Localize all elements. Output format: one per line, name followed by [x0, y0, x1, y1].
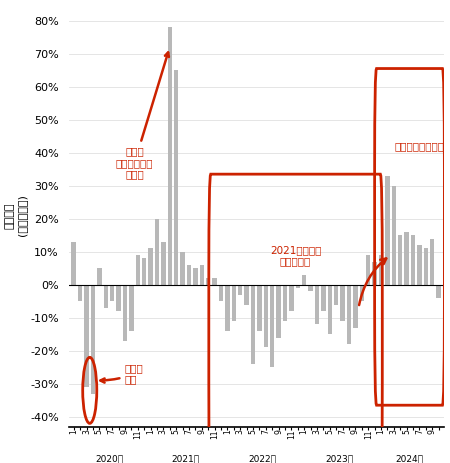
Bar: [206, 278, 211, 285]
Bar: [148, 249, 153, 285]
Bar: [353, 285, 358, 328]
Bar: [129, 285, 134, 331]
Bar: [257, 285, 261, 331]
Bar: [199, 265, 204, 285]
Bar: [340, 285, 345, 321]
Bar: [104, 285, 108, 308]
Text: 第一波
（前年同月）
の反動: 第一波 （前年同月） の反動: [116, 52, 169, 179]
Bar: [360, 285, 364, 301]
Bar: [193, 268, 198, 285]
Bar: [430, 238, 434, 285]
Bar: [308, 285, 313, 291]
Bar: [161, 242, 166, 285]
Bar: [123, 285, 127, 341]
Bar: [436, 285, 441, 298]
Bar: [225, 285, 230, 331]
Bar: [302, 275, 306, 285]
Bar: [174, 70, 178, 285]
Bar: [334, 285, 338, 305]
Text: 第一波
急減: 第一波 急減: [100, 363, 144, 385]
Bar: [328, 285, 332, 334]
Bar: [379, 255, 383, 285]
Text: 2022年: 2022年: [248, 454, 277, 463]
Bar: [167, 27, 172, 285]
Bar: [392, 186, 396, 285]
Bar: [110, 285, 114, 301]
Bar: [142, 258, 146, 285]
Bar: [187, 265, 191, 285]
Bar: [417, 245, 422, 285]
Bar: [219, 285, 223, 301]
Text: 2021年: 2021年: [172, 454, 200, 463]
Bar: [398, 235, 402, 285]
Bar: [385, 176, 390, 285]
Bar: [155, 219, 159, 285]
Bar: [315, 285, 319, 325]
Bar: [405, 232, 409, 285]
Bar: [372, 262, 377, 285]
Text: 2023年: 2023年: [325, 454, 353, 463]
Bar: [78, 285, 82, 301]
Bar: [264, 285, 268, 347]
Bar: [321, 285, 326, 311]
Bar: [97, 268, 102, 285]
Bar: [84, 285, 89, 387]
Text: 2024年: 2024年: [396, 454, 424, 463]
Bar: [91, 285, 95, 394]
Text: 2020年: 2020年: [95, 454, 123, 463]
Y-axis label: 成約戸数
(前年同月比): 成約戸数 (前年同月比): [4, 194, 27, 236]
Bar: [180, 252, 185, 285]
Bar: [270, 285, 274, 367]
Bar: [251, 285, 255, 364]
Bar: [347, 285, 351, 344]
Bar: [116, 285, 121, 311]
Bar: [276, 285, 281, 338]
Bar: [366, 255, 370, 285]
Bar: [423, 249, 428, 285]
Bar: [72, 242, 76, 285]
Bar: [289, 285, 294, 311]
Text: 2021年末から
減っていた: 2021年末から 減っていた: [270, 245, 321, 267]
Bar: [238, 285, 243, 294]
Bar: [296, 285, 300, 288]
Text: 直近は増えている: 直近は増えている: [394, 141, 444, 151]
Bar: [135, 255, 140, 285]
Bar: [244, 285, 249, 305]
Bar: [232, 285, 236, 321]
Bar: [411, 235, 415, 285]
Bar: [212, 278, 217, 285]
Bar: [283, 285, 287, 321]
